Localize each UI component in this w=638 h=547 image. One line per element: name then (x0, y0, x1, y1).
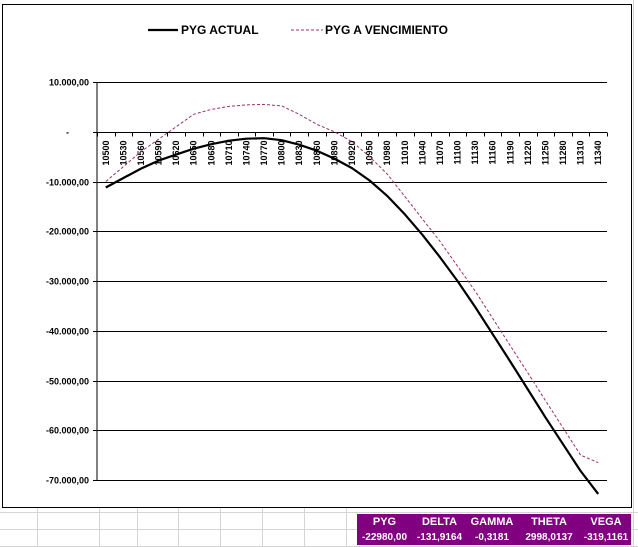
y-axis-tick-labels: 10.000,00 - -10.000,00 -20.000,00 -30.000,00… (46, 78, 97, 486)
x-tick-label: 10650 (189, 141, 199, 166)
greeks-value-theta: 2998,0137 (517, 530, 581, 545)
greeks-header-pyg: PYG (357, 514, 412, 530)
x-tick-label: 10980 (382, 141, 392, 166)
greeks-value-pyg: -22980,00 (357, 530, 412, 545)
x-tick-label: 11220 (523, 141, 533, 166)
chart-area: PYG ACTUAL PYG A VENCIMIENTO 10.000,00 - -… (2, 4, 632, 508)
greeks-header-theta: THETA (517, 514, 581, 530)
line-chart: PYG ACTUAL PYG A VENCIMIENTO 10.000,00 - -… (46, 23, 608, 495)
greeks-header-vega: VEGA (581, 514, 631, 530)
greeks-value-row: -22980,00 -131,9164 -0,3181 2998,0137 -3… (357, 530, 631, 545)
x-tick-label: 10800 (277, 141, 287, 166)
x-tick-label: 11130 (470, 141, 480, 165)
x-tick-label: 10590 (154, 141, 164, 166)
series-layer (105, 103, 600, 495)
x-tick-label: 11160 (488, 141, 498, 165)
series-line-pyg-actual (105, 137, 600, 495)
x-tick-label: 10710 (224, 141, 234, 166)
x-tick-label: 10620 (171, 141, 181, 166)
x-tick-label: 10920 (347, 141, 357, 166)
x-axis-tick-labels: 10500 10530 10560 10590 10620 10650 10680 10710… (101, 141, 603, 166)
x-tick-label: 11100 (453, 141, 463, 165)
x-tick-label: 11190 (505, 141, 515, 165)
x-tick-label: 11340 (593, 141, 603, 166)
y-gridlines (97, 82, 607, 481)
y-tick-label: -10.000,00 (46, 178, 89, 188)
y-tick-label: 10.000,00 (49, 78, 89, 88)
y-tick-label: -30.000,00 (46, 277, 89, 287)
greeks-summary-table: PYG DELTA GAMMA THETA VEGA -22980,00 -13… (357, 514, 631, 545)
x-tick-label: 10680 (206, 141, 216, 166)
greeks-value-gamma: -0,3181 (467, 530, 517, 545)
chart-legend: PYG ACTUAL PYG A VENCIMIENTO (148, 23, 448, 37)
y-tick-label: -20.000,00 (46, 227, 89, 237)
y-tick-label: -50.000,00 (46, 377, 89, 387)
x-tick-label: 10830 (294, 141, 304, 166)
legend-label-pyg-a-vencimiento: PYG A VENCIMIENTO (325, 23, 448, 37)
x-tick-label: 11010 (400, 141, 410, 166)
x-tick-label: 11070 (435, 141, 445, 166)
x-axis (96, 82, 608, 480)
x-tick-label: 11310 (576, 141, 586, 166)
x-tick-label: 10860 (312, 141, 322, 166)
x-tick-label: 10530 (118, 141, 128, 166)
y-tick-label: -60.000,00 (46, 426, 89, 436)
greeks-header-delta: DELTA (412, 514, 467, 530)
legend-label-pyg-actual: PYG ACTUAL (181, 23, 259, 37)
x-tick-label: 10500 (101, 141, 111, 166)
greeks-header-gamma: GAMMA (467, 514, 517, 530)
greeks-value-delta: -131,9164 (412, 530, 467, 545)
y-tick-label: -40.000,00 (46, 327, 89, 337)
x-tick-label: 10560 (136, 141, 146, 166)
x-tick-label: 11280 (558, 141, 568, 166)
x-tick-label: 11250 (540, 141, 550, 166)
x-tick-label: 10950 (365, 141, 375, 166)
y-tick-label: - (66, 128, 69, 138)
greeks-header-row: PYG DELTA GAMMA THETA VEGA (357, 514, 631, 530)
x-tick-label: 10740 (241, 141, 251, 166)
greeks-value-vega: -319,1161 (581, 530, 631, 545)
x-tick-label: 10890 (329, 141, 339, 166)
y-tick-label: -70.000,00 (46, 476, 89, 486)
x-tick-label: 10770 (259, 141, 269, 166)
x-tick-label: 11040 (417, 141, 427, 166)
